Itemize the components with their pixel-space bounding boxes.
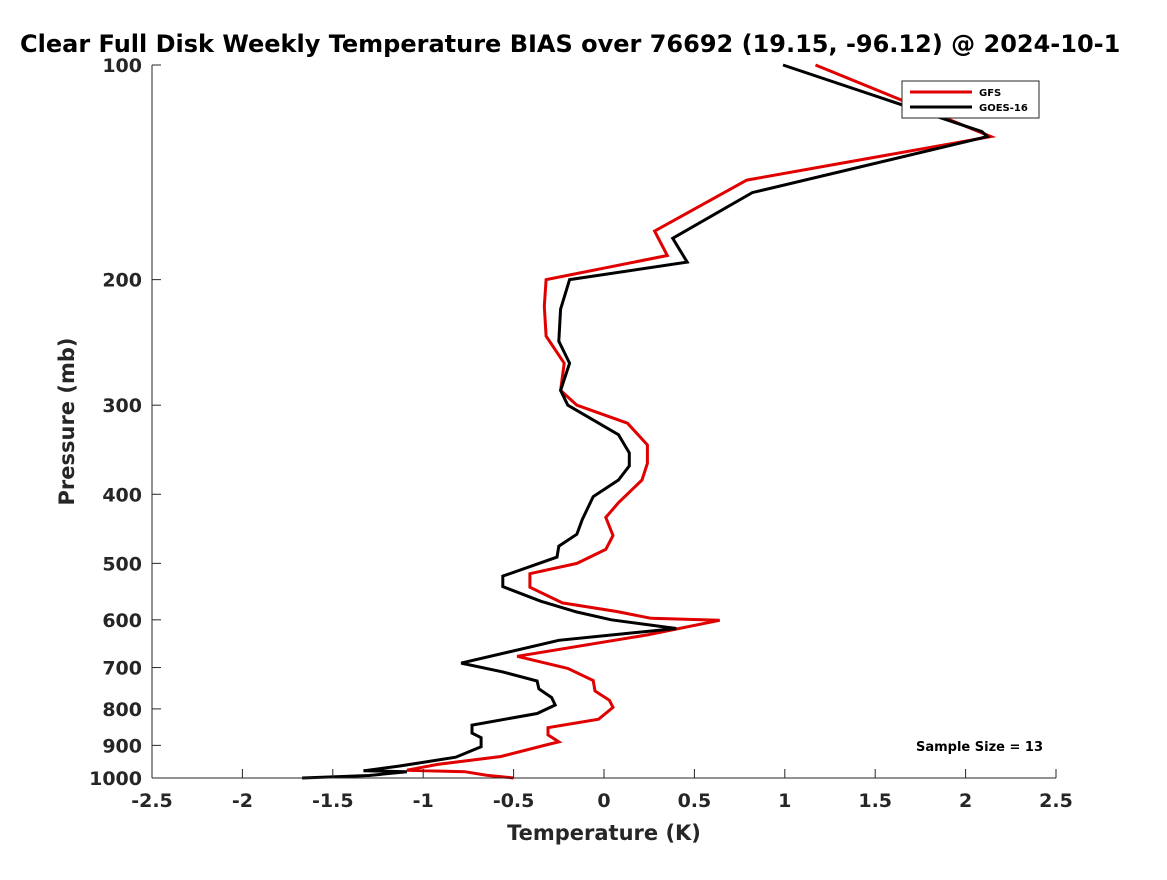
y-tick-label: 200: [102, 270, 142, 292]
y-tick-label: 100: [102, 55, 142, 77]
x-tick-label: -1: [413, 790, 434, 812]
chart-title: Clear Full Disk Weekly Temperature BIAS …: [20, 30, 1120, 58]
y-tick-label: 400: [102, 484, 142, 506]
series-line-0: [406, 63, 997, 780]
x-tick-label: 2: [959, 790, 972, 812]
x-tick-label: -0.5: [493, 790, 535, 812]
y-tick-label: 700: [102, 658, 142, 680]
x-tick-label: 0.5: [678, 790, 712, 812]
legend: GFS GOES-16: [901, 80, 1040, 119]
sample-size-annotation: Sample Size = 13: [916, 740, 1043, 755]
legend-label-0: GFS: [979, 88, 1001, 99]
x-tick-label: 1: [778, 790, 791, 812]
legend-label-1: GOES-16: [979, 103, 1028, 114]
y-tick-label: 300: [102, 395, 142, 417]
x-axis-ticks: -2.5 -2 -1.5 -1 -0.5 0 0.5 1 1.5 2 2.5: [131, 769, 1073, 812]
x-tick-label: -1.5: [312, 790, 354, 812]
x-tick-label: -2.5: [131, 790, 173, 812]
y-tick-label: 500: [102, 553, 142, 575]
series-layer: [302, 63, 997, 780]
y-axis-label: Pressure (mb): [55, 338, 79, 506]
x-tick-label: 0: [597, 790, 610, 812]
y-tick-label: 1000: [89, 768, 142, 790]
plot-area: [152, 65, 1056, 778]
y-tick-label: 600: [102, 610, 142, 632]
legend-box: [901, 80, 1040, 119]
y-tick-label: 900: [102, 735, 142, 757]
x-tick-label: -2: [232, 790, 253, 812]
series-line-1: [302, 63, 991, 780]
x-tick-label: 1.5: [858, 790, 892, 812]
y-axis-ticks: 100 200 300 400 500 600 700 800 900 1000: [89, 55, 161, 790]
y-tick-label: 800: [102, 699, 142, 721]
x-tick-label: 2.5: [1039, 790, 1073, 812]
x-axis-label: Temperature (K): [507, 821, 701, 845]
